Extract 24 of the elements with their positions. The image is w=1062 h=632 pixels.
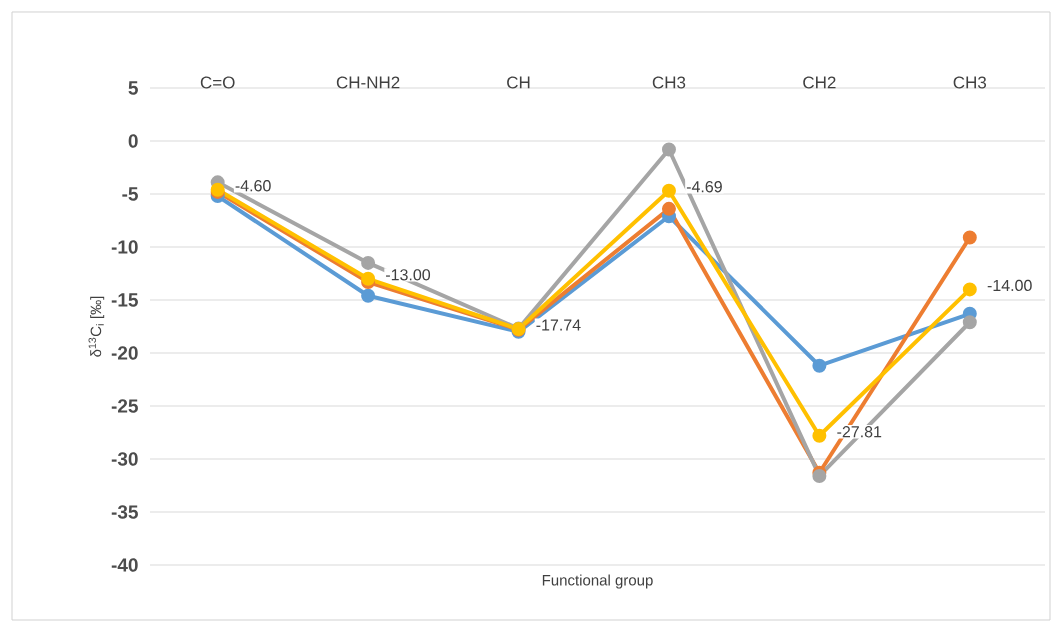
data-label: -13.00 xyxy=(386,269,431,281)
data-label: -17.74 xyxy=(536,319,581,331)
y-tick-label: -5 xyxy=(122,187,138,201)
x-tick-label: CH3 xyxy=(953,76,987,89)
x-tick-label: CH3 xyxy=(652,76,686,89)
y-tick-label: 0 xyxy=(128,134,138,148)
x-axis-title: Functional group xyxy=(542,574,653,589)
y-tick-label: -25 xyxy=(111,399,138,413)
y-tick-label: -10 xyxy=(111,240,138,254)
y-tick-label: -15 xyxy=(111,293,138,307)
x-tick-label: C=O xyxy=(200,76,235,89)
data-label: -4.69 xyxy=(686,181,722,193)
data-label: -4.60 xyxy=(235,180,271,192)
y-tick-label: -20 xyxy=(111,346,138,360)
y-tick-label: 5 xyxy=(128,81,138,95)
y-tick-label: -30 xyxy=(111,452,138,466)
y-axis-title: δ$^{13}$C$_{i}$ [‰] xyxy=(88,296,105,357)
x-tick-label: CH xyxy=(507,76,530,89)
data-label: -14.00 xyxy=(987,279,1032,292)
y-tick-label: -35 xyxy=(111,505,138,519)
data-label: -27.81 xyxy=(837,426,882,438)
y-tick-label: -40 xyxy=(111,558,138,572)
x-tick-label: CH-NH2 xyxy=(336,76,400,89)
x-tick-label: CH2 xyxy=(803,76,836,89)
